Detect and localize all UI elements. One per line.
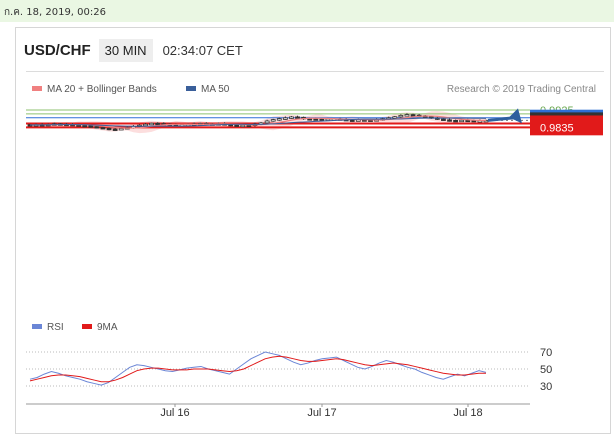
ma20-legend-swatch <box>32 86 42 91</box>
x-axis: Jul 16 Jul 17 Jul 18 <box>26 403 530 419</box>
rsi-axis-label: 50 <box>540 364 552 376</box>
rsi-ma9-line <box>29 355 486 383</box>
candle-body <box>289 116 294 119</box>
candle-body <box>94 126 100 129</box>
candle-body <box>143 123 148 127</box>
candle-body <box>88 125 94 128</box>
candle-body <box>100 127 106 130</box>
price-level-tag <box>530 119 603 136</box>
candle-body <box>234 124 240 127</box>
candle-body <box>410 114 416 117</box>
header-divider <box>26 71 604 72</box>
candle-body <box>349 119 355 122</box>
candle-body <box>155 122 161 126</box>
candle-body <box>282 117 288 120</box>
candle-body <box>398 114 404 118</box>
candle-body <box>264 120 270 124</box>
candle-body <box>106 127 112 131</box>
candle-body <box>392 116 398 119</box>
candle-body <box>459 119 465 123</box>
ma20-legend-label: MA 20 + Bollinger Bands <box>47 84 157 95</box>
chart-header: USD/CHF 30 MIN 02:34:07 CET <box>24 36 243 64</box>
timeframe-button[interactable]: 30 MIN <box>98 38 153 62</box>
candle-body <box>246 124 252 128</box>
price-level-label: 0.9835 <box>540 122 574 134</box>
x-axis-label: Jul 18 <box>453 407 482 419</box>
ma9-legend-label: 9MA <box>97 322 118 333</box>
forecast-arrow-head <box>509 108 522 124</box>
candle-body <box>447 119 452 122</box>
candle-body <box>404 114 410 117</box>
candle-body <box>270 119 276 122</box>
symbol-label[interactable]: USD/CHF <box>24 41 91 59</box>
credit-label: Research © 2019 Trading Central <box>447 84 596 95</box>
x-axis-label: Jul 16 <box>160 407 189 419</box>
rsi-panel: RSI 9MA 70 50 30 <box>26 322 552 393</box>
candle-body <box>313 118 319 121</box>
candle-body <box>112 128 118 131</box>
candle-body <box>276 118 282 121</box>
ma9-legend-swatch <box>82 324 92 329</box>
candle-body <box>82 125 88 128</box>
ma50-line <box>29 117 487 127</box>
rsi-line <box>29 351 487 386</box>
candle-body <box>441 118 446 121</box>
ma50-legend-swatch <box>186 86 196 91</box>
chart-panel <box>15 27 611 434</box>
moving-averages <box>29 115 487 129</box>
candle-body <box>149 122 155 126</box>
bollinger-band-area <box>30 111 486 134</box>
date-bar: ก.ค. 18, 2019, 00:26 <box>0 0 614 22</box>
x-axis-label: Jul 17 <box>307 407 336 419</box>
rsi-axis-label: 70 <box>540 347 552 359</box>
candle-body <box>319 118 325 121</box>
bollinger-bands <box>30 111 486 134</box>
ma50-legend-label: MA 50 <box>201 84 230 95</box>
price-levels: 0.99250.99050.98850.98710.98550.9835 <box>26 105 603 136</box>
timestamp: ก.ค. 18, 2019, 00:26 <box>4 7 106 18</box>
candle-body <box>295 116 300 119</box>
clock-label: 02:34:07 CET <box>162 42 243 58</box>
candle-body <box>453 119 459 123</box>
forecast-arrow <box>487 108 522 124</box>
main-legend: MA 20 + Bollinger Bands MA 50 Research ©… <box>32 84 596 95</box>
rsi-legend-swatch <box>32 324 42 329</box>
candle-body <box>240 124 246 128</box>
rsi-axis-label: 30 <box>540 381 552 393</box>
rsi-legend-label: RSI <box>47 322 64 333</box>
candle-body <box>118 128 124 131</box>
